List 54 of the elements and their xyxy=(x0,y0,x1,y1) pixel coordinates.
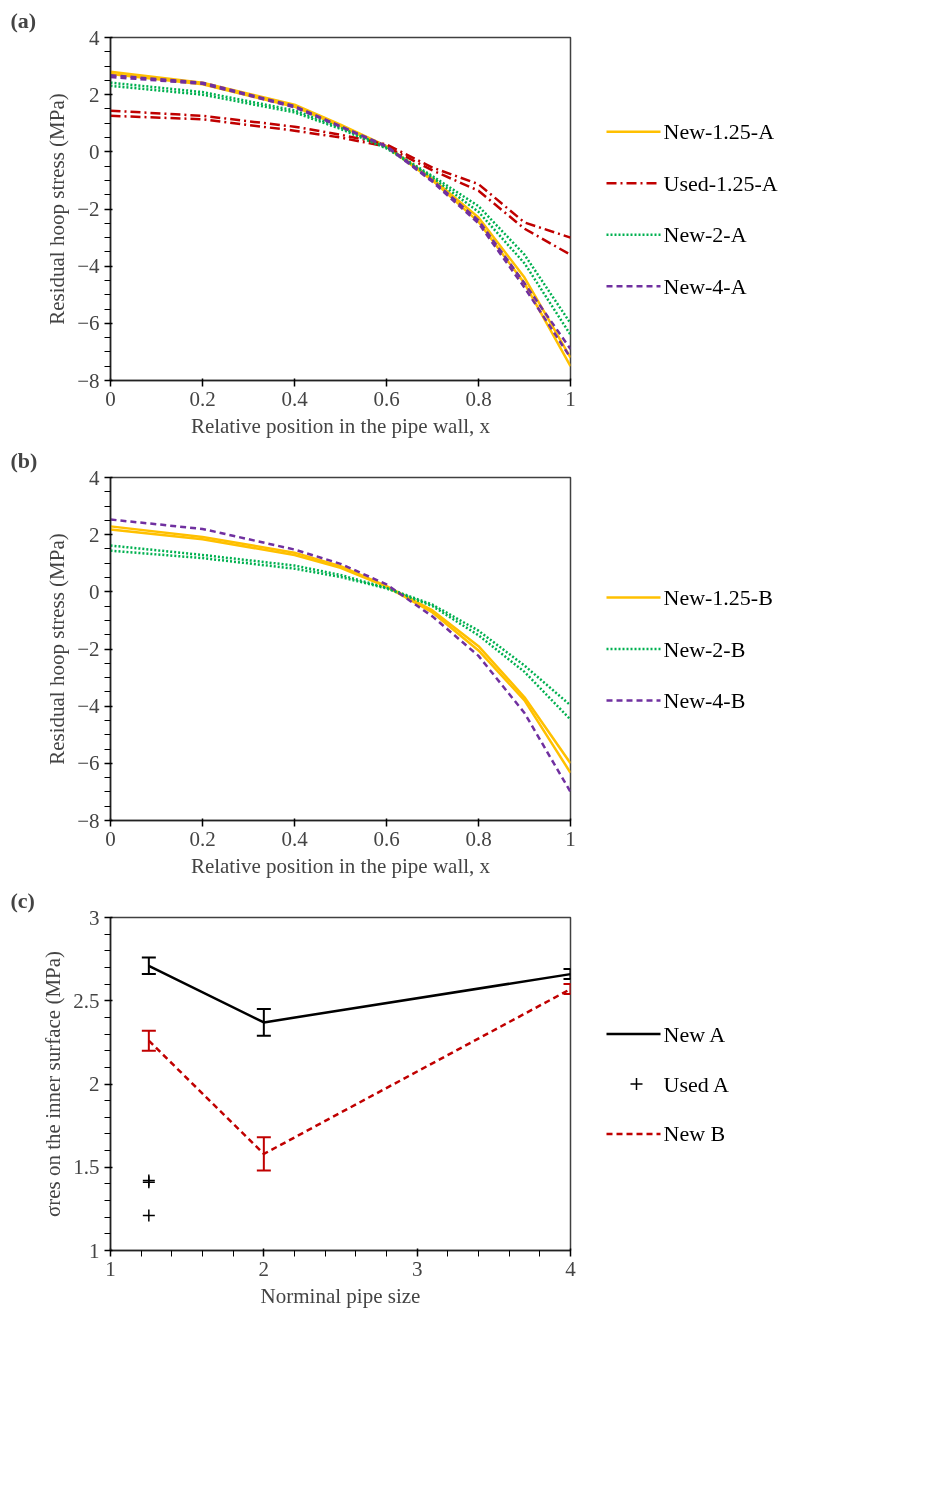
y-tick-label: 2 xyxy=(89,82,100,107)
y-tick-label: 2 xyxy=(89,1072,100,1096)
y-tick-label: 4 xyxy=(89,465,100,490)
y-tick-label: −8 xyxy=(77,808,100,833)
legend-label: New-4-B xyxy=(663,687,746,713)
legend-label: Used A xyxy=(663,1071,729,1097)
legend-label: Used-1.25-A xyxy=(663,170,778,196)
x-tick-label: 0.4 xyxy=(281,386,309,411)
y-tick-label: 1.5 xyxy=(73,1155,100,1180)
y-axis-title: Residual hoop stress (MPa) xyxy=(45,93,70,325)
x-tick-label: 0.4 xyxy=(281,826,309,851)
x-tick-label: 0.8 xyxy=(465,386,492,411)
y-tick-label: −6 xyxy=(77,751,100,776)
legend-label: New A xyxy=(663,1021,726,1047)
x-tick-label: 1 xyxy=(565,386,576,411)
legend-label: New-2-B xyxy=(663,636,746,662)
chart-title: (b) xyxy=(10,447,38,473)
x-tick-label: 4 xyxy=(565,1256,577,1281)
x-axis-title: Norminal pipe size xyxy=(260,1283,421,1308)
chart-title: (a) xyxy=(10,7,37,33)
y-tick-label: −2 xyxy=(77,197,100,221)
x-tick-label: 0.6 xyxy=(373,826,400,851)
y-tick-label: 3 xyxy=(89,905,100,930)
x-tick-label: 0 xyxy=(105,826,116,851)
y-tick-label: −8 xyxy=(77,368,100,393)
y-tick-label: −4 xyxy=(77,694,100,719)
y-axis-title: σres on the inner surface (MPa) xyxy=(41,950,66,1218)
legend-label: New-1.25-A xyxy=(663,119,775,145)
y-tick-label: 0 xyxy=(89,579,100,604)
y-tick-label: 1 xyxy=(89,1238,100,1263)
x-tick-label: 0 xyxy=(105,386,116,411)
x-tick-label: 0.6 xyxy=(373,386,400,411)
y-tick-label: 2.5 xyxy=(73,988,100,1013)
legend-label: New B xyxy=(663,1121,726,1147)
x-tick-label: 3 xyxy=(411,1256,423,1281)
legend-label: New-2-A xyxy=(663,222,747,248)
y-tick-label: 2 xyxy=(89,522,100,547)
y-tick-label: 4 xyxy=(89,25,100,50)
x-tick-label: 0.2 xyxy=(189,826,216,851)
y-tick-label: −6 xyxy=(77,311,100,336)
y-tick-label: −2 xyxy=(77,637,100,661)
x-tick-label: 1 xyxy=(565,826,576,851)
x-axis-title: Relative position in the pipe wall, x xyxy=(190,413,491,438)
x-tick-label: 1 xyxy=(105,1256,116,1281)
chart-title: (c) xyxy=(10,887,35,913)
y-axis-title: Residual hoop stress (MPa) xyxy=(45,533,70,765)
legend-label: New-1.25-B xyxy=(663,585,773,611)
legend-label: New-4-A xyxy=(663,273,747,299)
x-tick-label: 2 xyxy=(258,1256,270,1281)
y-tick-label: −4 xyxy=(77,254,100,279)
x-axis-title: Relative position in the pipe wall, x xyxy=(190,853,491,878)
x-tick-label: 0.8 xyxy=(465,826,492,851)
x-tick-label: 0.2 xyxy=(189,386,216,411)
y-tick-label: 0 xyxy=(89,139,100,164)
